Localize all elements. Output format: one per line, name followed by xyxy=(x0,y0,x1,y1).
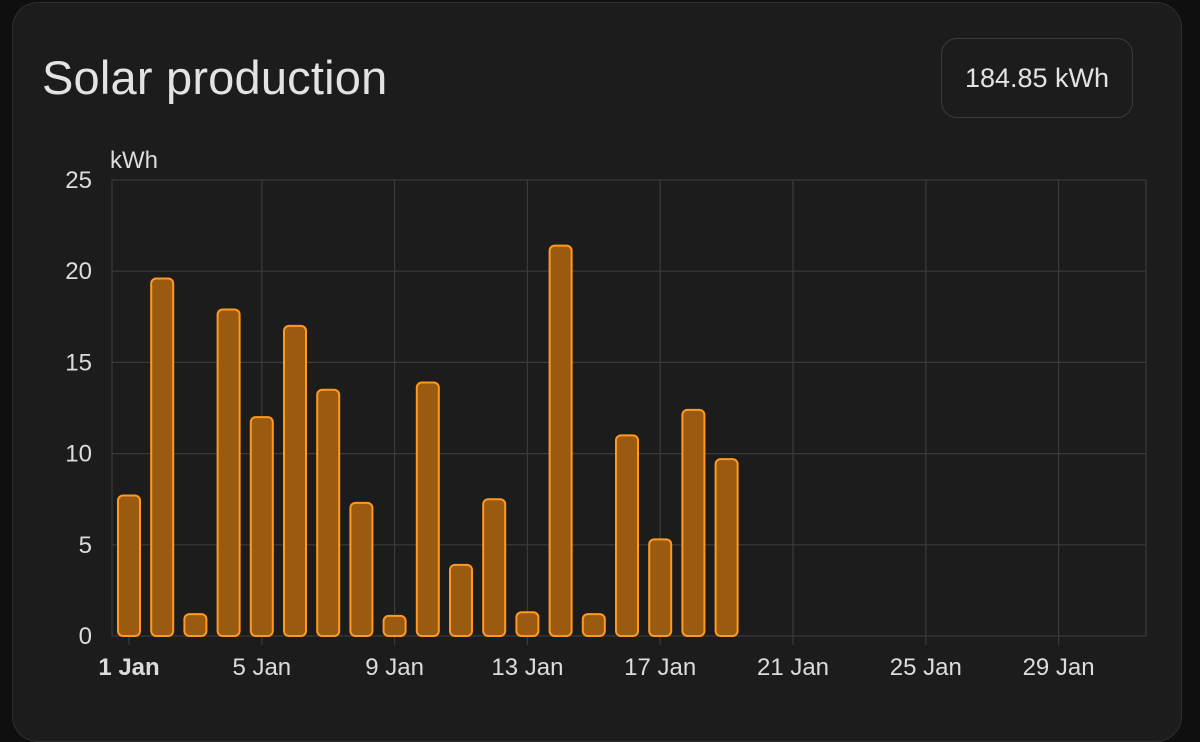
y-tick-label: 10 xyxy=(65,441,92,468)
bar-day-1[interactable] xyxy=(117,494,141,637)
y-tick-label: 5 xyxy=(79,532,92,559)
y-tick-label: 0 xyxy=(79,623,92,650)
x-tick-label: 25 Jan xyxy=(890,654,962,681)
bar-day-13[interactable] xyxy=(515,611,540,638)
y-tick-label: 15 xyxy=(65,349,92,376)
bar-day-10[interactable] xyxy=(415,381,440,637)
bar-day-7[interactable] xyxy=(316,388,341,638)
bar-day-9[interactable] xyxy=(382,614,407,637)
bar-day-8[interactable] xyxy=(349,501,374,637)
bar-day-16[interactable] xyxy=(615,434,639,637)
bar-day-11[interactable] xyxy=(449,563,473,638)
chart-bars xyxy=(117,244,739,638)
bar-day-5[interactable] xyxy=(249,416,274,637)
solar-bar-chart: 0 5 10 15 20 25 kWh 1 Jan 5 Jan 9 Jan 13 Jan 17 Jan… xyxy=(65,147,1147,681)
x-tick-label: 5 Jan xyxy=(232,654,291,681)
chart-labels: 0 5 10 15 20 25 kWh 1 Jan 5 Jan 9 Jan 13 Jan 17 Jan… xyxy=(65,147,1094,681)
bar-day-4[interactable] xyxy=(216,308,241,637)
bar-day-14[interactable] xyxy=(548,244,573,637)
y-axis-unit-label: kWh xyxy=(110,147,158,174)
y-tick-label: 25 xyxy=(65,167,92,194)
bar-day-17[interactable] xyxy=(648,538,673,637)
bar-day-19[interactable] xyxy=(714,458,739,637)
x-tick-label: 9 Jan xyxy=(365,654,424,681)
bar-day-3[interactable] xyxy=(183,613,208,637)
total-energy-value: 184.85 kWh xyxy=(964,62,1110,93)
bar-day-12[interactable] xyxy=(482,498,507,638)
card-title: Solar production xyxy=(42,51,388,104)
bar-day-2[interactable] xyxy=(150,277,175,637)
y-tick-label: 20 xyxy=(65,258,92,285)
bar-day-15[interactable] xyxy=(581,613,606,637)
x-tick-label: 17 Jan xyxy=(624,654,696,681)
total-energy-badge[interactable]: 184.85 kWh xyxy=(941,38,1133,118)
x-tick-label: 13 Jan xyxy=(491,654,563,681)
bar-day-6[interactable] xyxy=(283,324,307,637)
x-tick-label: 29 Jan xyxy=(1023,654,1095,681)
bar-day-18[interactable] xyxy=(681,408,706,637)
x-tick-label: 21 Jan xyxy=(757,654,829,681)
x-tick-label: 1 Jan xyxy=(98,654,159,681)
